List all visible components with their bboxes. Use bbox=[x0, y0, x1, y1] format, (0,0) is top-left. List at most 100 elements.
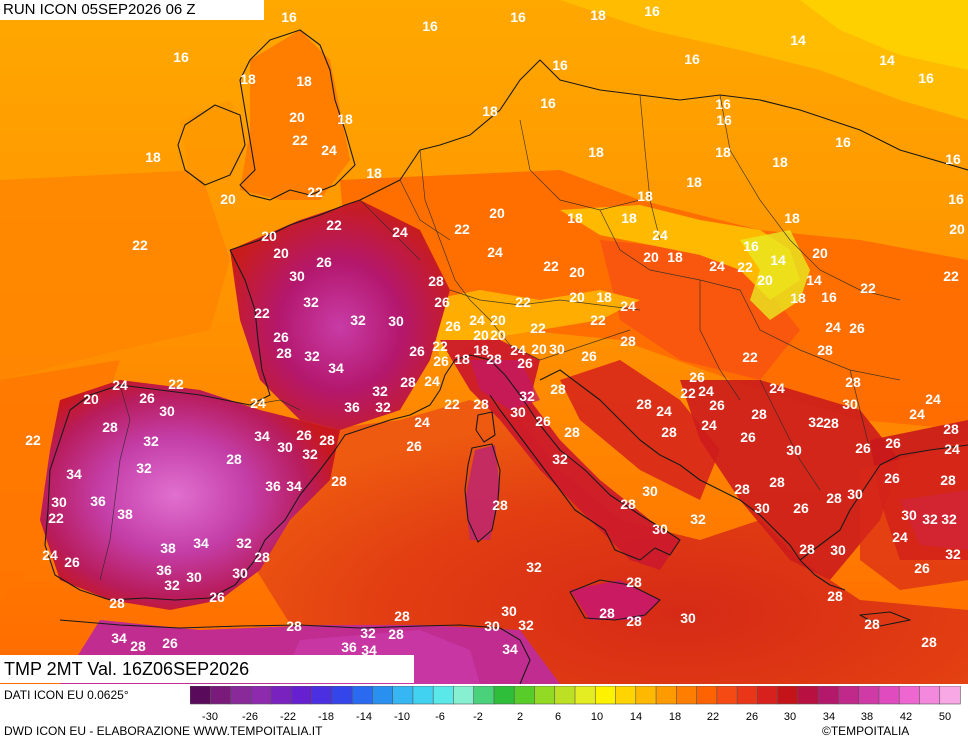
temperature-value-label: 34 bbox=[502, 641, 518, 657]
temperature-value-label: 26 bbox=[162, 635, 178, 651]
temperature-value-label: 28 bbox=[864, 616, 880, 632]
temperature-value-label: 30 bbox=[232, 565, 248, 581]
temperature-value-label: 20 bbox=[490, 327, 506, 343]
temperature-value-label: 18 bbox=[596, 289, 612, 305]
temperature-value-label: 26 bbox=[517, 355, 533, 371]
legend-tick-label: -30 bbox=[202, 711, 218, 723]
temperature-value-label: 32 bbox=[526, 559, 542, 575]
temperature-value-label: 14 bbox=[770, 252, 786, 268]
temperature-value-label: 34 bbox=[361, 642, 377, 658]
temperature-value-label: 18 bbox=[715, 144, 731, 160]
variable-label: TMP 2MT Val. 16Z06SEP2026 bbox=[0, 655, 414, 683]
temperature-value-label: 16 bbox=[821, 289, 837, 305]
temperature-value-label: 32 bbox=[518, 617, 534, 633]
legend-swatch bbox=[878, 686, 900, 705]
temperature-value-label: 16 bbox=[644, 3, 660, 19]
temperature-value-label: 22 bbox=[860, 280, 876, 296]
legend-swatch bbox=[716, 686, 738, 705]
temperature-value-label: 24 bbox=[510, 342, 526, 358]
temperature-value-label: 30 bbox=[510, 404, 526, 420]
legend-swatch bbox=[777, 686, 799, 705]
legend-swatch bbox=[655, 686, 678, 705]
temperature-value-label: 28 bbox=[226, 451, 242, 467]
legend-swatch bbox=[432, 686, 455, 705]
legend-swatch bbox=[898, 686, 921, 705]
temperature-value-label: 18 bbox=[784, 210, 800, 226]
temperature-value-label: 16 bbox=[743, 238, 759, 254]
temperature-value-label: 28 bbox=[799, 541, 815, 557]
legend-swatch bbox=[291, 686, 313, 705]
legend-swatch bbox=[331, 686, 353, 705]
temperature-value-label: 24 bbox=[925, 391, 941, 407]
legend-swatch bbox=[392, 686, 414, 705]
legend-swatch bbox=[473, 686, 495, 705]
temperature-value-label: 18 bbox=[567, 210, 583, 226]
temperature-value-label: 22 bbox=[543, 258, 559, 274]
temperature-value-label: 16 bbox=[945, 151, 961, 167]
temperature-value-label: 32 bbox=[941, 511, 957, 527]
temperature-value-label: 30 bbox=[642, 483, 658, 499]
temperature-value-label: 32 bbox=[302, 446, 318, 462]
temperature-value-label: 20 bbox=[531, 341, 547, 357]
legend-tick-label: 6 bbox=[555, 711, 561, 723]
color-legend: -30 -26 -22 -18 -14 -10 -6 -2 2 6 10 14 18 22 26 30 34 38… bbox=[190, 686, 961, 723]
temperature-value-label: 28 bbox=[400, 374, 416, 390]
legend-swatch bbox=[209, 686, 232, 705]
temperature-value-label: 20 bbox=[569, 264, 585, 280]
legend-swatch bbox=[696, 686, 718, 705]
temperature-value-label: 18 bbox=[454, 351, 470, 367]
temperature-value-label: 28 bbox=[102, 419, 118, 435]
temperature-value-label: 32 bbox=[690, 511, 706, 527]
temperature-value-label: 32 bbox=[519, 388, 535, 404]
legend-swatch bbox=[270, 686, 293, 705]
temperature-value-label: 16 bbox=[918, 70, 934, 86]
temperature-value-label: 14 bbox=[806, 272, 822, 288]
legend-swatch bbox=[736, 686, 759, 705]
temperature-value-label: 28 bbox=[319, 432, 335, 448]
temperature-value-label: 24 bbox=[414, 414, 430, 430]
legend-swatch bbox=[919, 686, 941, 705]
temperature-value-label: 16 bbox=[716, 112, 732, 128]
temperature-value-label: 26 bbox=[139, 390, 155, 406]
temperature-value-label: 22 bbox=[432, 338, 448, 354]
temperature-value-label: 18 bbox=[366, 165, 382, 181]
temperature-value-label: 30 bbox=[388, 313, 404, 329]
copyright-label: ©TEMPOITALIA bbox=[822, 724, 910, 738]
temperature-value-label: 36 bbox=[265, 478, 281, 494]
legend-tick-label: 26 bbox=[746, 711, 758, 723]
temperature-value-label: 16 bbox=[173, 49, 189, 65]
temperature-value-label: 22 bbox=[444, 396, 460, 412]
legend-swatch bbox=[615, 686, 637, 705]
legend-swatch bbox=[311, 686, 333, 705]
temperature-value-label: 24 bbox=[698, 383, 714, 399]
temperature-value-label: 30 bbox=[277, 439, 293, 455]
temperature-value-label: 26 bbox=[740, 429, 756, 445]
temperature-value-label: 30 bbox=[159, 403, 175, 419]
legend-swatch bbox=[493, 686, 515, 705]
legend-swatch bbox=[372, 686, 394, 705]
temperature-value-label: 26 bbox=[914, 560, 930, 576]
temperature-value-label: 38 bbox=[117, 506, 133, 522]
temperature-value-label: 28 bbox=[769, 474, 785, 490]
temperature-value-label: 26 bbox=[273, 329, 289, 345]
temperature-value-label: 16 bbox=[684, 51, 700, 67]
temperature-value-label: 28 bbox=[620, 333, 636, 349]
footer: DATI ICON EU 0.0625° -30 -26 -22 -18 -14 -10-… bbox=[0, 684, 968, 745]
temperature-value-label: 28 bbox=[130, 638, 146, 654]
temperature-value-label: 30 bbox=[186, 569, 202, 585]
temperature-value-label: 22 bbox=[25, 432, 41, 448]
temperature-value-label: 22 bbox=[454, 221, 470, 237]
legend-tick-label: 22 bbox=[707, 711, 719, 723]
legend-tick-label: -2 bbox=[473, 711, 483, 723]
temperature-value-label: 20 bbox=[949, 221, 965, 237]
temperature-value-label: 32 bbox=[372, 383, 388, 399]
temperature-value-label: 36 bbox=[90, 493, 106, 509]
temperature-value-label: 28 bbox=[636, 396, 652, 412]
legend-swatch bbox=[534, 686, 556, 705]
temperature-value-label: 26 bbox=[209, 589, 225, 605]
temperature-value-label: 24 bbox=[892, 529, 908, 545]
temperature-value-label: 18 bbox=[590, 7, 606, 23]
legend-tick-label: 2 bbox=[517, 711, 523, 723]
temperature-value-label: 28 bbox=[428, 273, 444, 289]
temperature-value-label: 34 bbox=[328, 360, 344, 376]
